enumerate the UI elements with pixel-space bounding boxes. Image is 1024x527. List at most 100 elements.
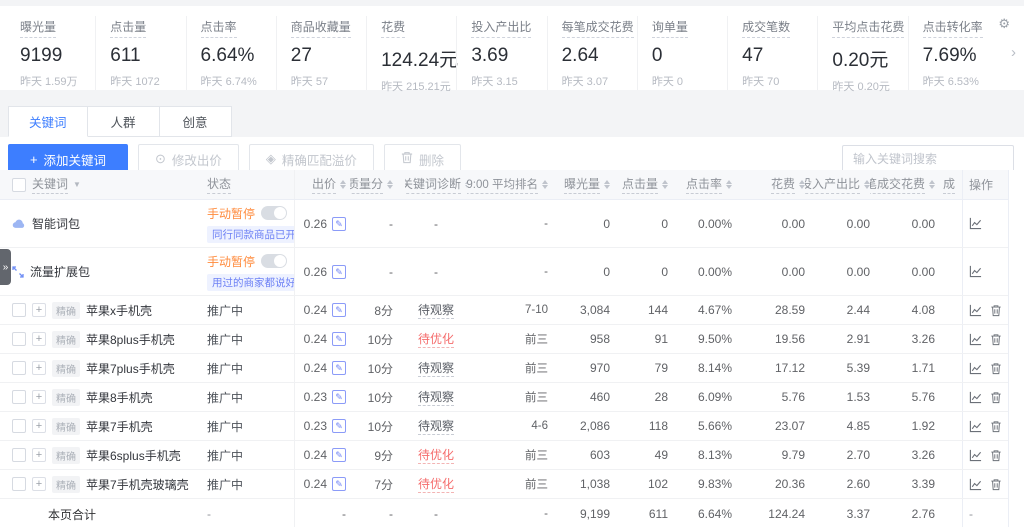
row-checkbox[interactable] bbox=[12, 332, 26, 346]
table-row: + 精确 苹果8手机壳 推广中 0.23 ✎ 10分 待观察 前三 460 bbox=[0, 383, 1008, 412]
edit-bid-icon[interactable]: ✎ bbox=[332, 390, 346, 404]
diagnosis-text[interactable]: 待观察 bbox=[417, 361, 454, 377]
edit-bid-icon[interactable]: ✎ bbox=[332, 216, 346, 231]
pause-toggle[interactable] bbox=[261, 206, 288, 220]
diagnosis-text[interactable]: 待优化 bbox=[417, 448, 454, 464]
metric-value: 6.64% bbox=[200, 45, 255, 66]
match-type-tag: 精确 bbox=[52, 388, 80, 406]
metric-value: 611 bbox=[110, 45, 141, 66]
keyword-name[interactable]: 流量扩展包 bbox=[30, 265, 91, 279]
pause-toggle[interactable] bbox=[261, 254, 288, 268]
expand-row-button[interactable]: + bbox=[32, 419, 46, 433]
diagnosis-text[interactable]: 待优化 bbox=[417, 477, 454, 493]
keyword-name[interactable]: 苹果8plus手机壳 bbox=[86, 332, 175, 347]
keyword-filter-icon[interactable]: ▼ bbox=[73, 180, 81, 189]
metric-card: 每笔成交花费 2.64 昨天 3.07 bbox=[546, 16, 637, 90]
keyword-name[interactable]: 苹果7手机壳玻璃壳 bbox=[86, 477, 189, 492]
sort-cpa-icon[interactable] bbox=[929, 180, 935, 189]
sort-ctr-icon[interactable] bbox=[726, 180, 732, 189]
clipped-cell bbox=[935, 470, 962, 498]
delete-keyword-icon[interactable] bbox=[990, 420, 1002, 433]
delete-keyword-icon[interactable] bbox=[990, 478, 1002, 491]
sort-roi-icon[interactable] bbox=[864, 180, 870, 189]
tab-关键词[interactable]: 关键词 bbox=[8, 106, 88, 137]
status-text: 推广中 bbox=[207, 419, 244, 434]
edit-bid-icon[interactable]: ✎ bbox=[332, 264, 346, 279]
trend-chart-icon[interactable] bbox=[969, 304, 982, 317]
avg-rank: 前三 bbox=[525, 392, 548, 404]
trend-chart-icon[interactable] bbox=[969, 478, 982, 491]
expand-row-button[interactable]: + bbox=[32, 448, 46, 462]
expand-row-button[interactable]: + bbox=[32, 303, 46, 317]
col-spend: 花费 bbox=[770, 175, 795, 194]
expand-row-button[interactable]: + bbox=[32, 390, 46, 404]
row-checkbox[interactable] bbox=[12, 361, 26, 375]
row-checkbox[interactable] bbox=[12, 448, 26, 462]
sort-impressions-icon[interactable] bbox=[604, 180, 610, 189]
row-checkbox[interactable] bbox=[12, 303, 26, 317]
add-keyword-button[interactable]: + 添加关键词 bbox=[8, 144, 128, 174]
keyword-name[interactable]: 苹果8手机壳 bbox=[86, 390, 153, 405]
side-panel-expand-handle[interactable]: » bbox=[0, 249, 11, 285]
impressions-value: 0 bbox=[603, 264, 610, 279]
metric-label: 投入产出比 bbox=[471, 18, 532, 38]
clicks-value: 102 bbox=[647, 477, 668, 491]
delete-keyword-icon[interactable] bbox=[990, 362, 1002, 375]
match-type-tag: 精确 bbox=[52, 301, 80, 319]
sort-clicks-icon[interactable] bbox=[662, 180, 668, 189]
sort-spend-icon[interactable] bbox=[799, 180, 805, 189]
trend-chart-icon[interactable] bbox=[969, 333, 982, 346]
diagnosis-text[interactable]: 待观察 bbox=[417, 419, 454, 435]
trend-chart-icon[interactable] bbox=[969, 449, 982, 462]
diagnosis-text[interactable]: 待优化 bbox=[417, 332, 454, 348]
metric-card: 投入产出比 3.69 昨天 3.15 bbox=[456, 16, 546, 90]
avg-rank: - bbox=[544, 265, 548, 278]
diagnosis-text[interactable]: 待观察 bbox=[417, 303, 454, 319]
tab-人群[interactable]: 人群 bbox=[87, 106, 160, 137]
trend-chart-icon[interactable] bbox=[969, 265, 982, 278]
keyword-name[interactable]: 苹果6splus手机壳 bbox=[86, 448, 181, 463]
row-checkbox[interactable] bbox=[12, 419, 26, 433]
col-roi: 投入产出比 bbox=[805, 175, 860, 194]
delete-keyword-icon[interactable] bbox=[990, 391, 1002, 404]
table-row: 流量扩展包 手动暂停 用过的商家都说好 0.26 ✎ - - - 0 0 0.0… bbox=[0, 248, 1008, 296]
tab-创意[interactable]: 创意 bbox=[159, 106, 232, 137]
metrics-settings-gear-icon[interactable]: ⚙ bbox=[998, 16, 1010, 31]
metrics-expand-chevron-icon[interactable]: › bbox=[1011, 44, 1016, 61]
bid-value: 0.24 bbox=[303, 332, 327, 346]
sort-rank-icon[interactable] bbox=[542, 180, 548, 189]
row-checkbox[interactable] bbox=[12, 477, 26, 491]
expand-row-button[interactable]: + bbox=[32, 361, 46, 375]
edit-bid-icon[interactable]: ✎ bbox=[332, 361, 346, 375]
trend-chart-icon[interactable] bbox=[969, 362, 982, 375]
delete-keyword-icon[interactable] bbox=[990, 333, 1002, 346]
trend-chart-icon[interactable] bbox=[969, 217, 982, 230]
keyword-name[interactable]: 苹果7plus手机壳 bbox=[86, 361, 175, 376]
delete-keyword-icon[interactable] bbox=[990, 449, 1002, 462]
sort-bid-icon[interactable] bbox=[340, 180, 346, 189]
trend-chart-icon[interactable] bbox=[969, 420, 982, 433]
trend-chart-icon[interactable] bbox=[969, 391, 982, 404]
quality-score: 8分 bbox=[374, 303, 393, 318]
expand-row-button[interactable]: + bbox=[32, 477, 46, 491]
vertical-scrollbar[interactable] bbox=[1008, 170, 1024, 527]
col-impressions: 曝光量 bbox=[563, 175, 600, 194]
keyword-name[interactable]: 苹果7手机壳 bbox=[86, 419, 153, 434]
select-all-checkbox[interactable] bbox=[12, 177, 26, 192]
keyword-name[interactable]: 智能词包 bbox=[32, 217, 81, 231]
edit-bid-icon[interactable]: ✎ bbox=[332, 332, 346, 346]
expand-row-button[interactable]: + bbox=[32, 332, 46, 346]
keyword-name[interactable]: 苹果x手机壳 bbox=[86, 303, 153, 318]
metric-card: 平均点击花费 0.20元 昨天 0.20元 bbox=[817, 16, 907, 93]
sort-diagnosis-icon[interactable] bbox=[465, 180, 467, 189]
clipped-cell bbox=[935, 248, 962, 295]
edit-bid-icon[interactable]: ✎ bbox=[332, 477, 346, 491]
edit-bid-icon[interactable]: ✎ bbox=[332, 419, 346, 433]
table-header: 关键词 ▼ 状态 出价 质量分 关键词诊断 18:00 - 19:00 平均排名… bbox=[0, 170, 1008, 200]
sort-quality-icon[interactable] bbox=[387, 180, 393, 189]
edit-bid-icon[interactable]: ✎ bbox=[332, 448, 346, 462]
diagnosis-text[interactable]: 待观察 bbox=[417, 390, 454, 406]
delete-keyword-icon[interactable] bbox=[990, 304, 1002, 317]
row-checkbox[interactable] bbox=[12, 390, 26, 404]
edit-bid-icon[interactable]: ✎ bbox=[332, 303, 346, 317]
